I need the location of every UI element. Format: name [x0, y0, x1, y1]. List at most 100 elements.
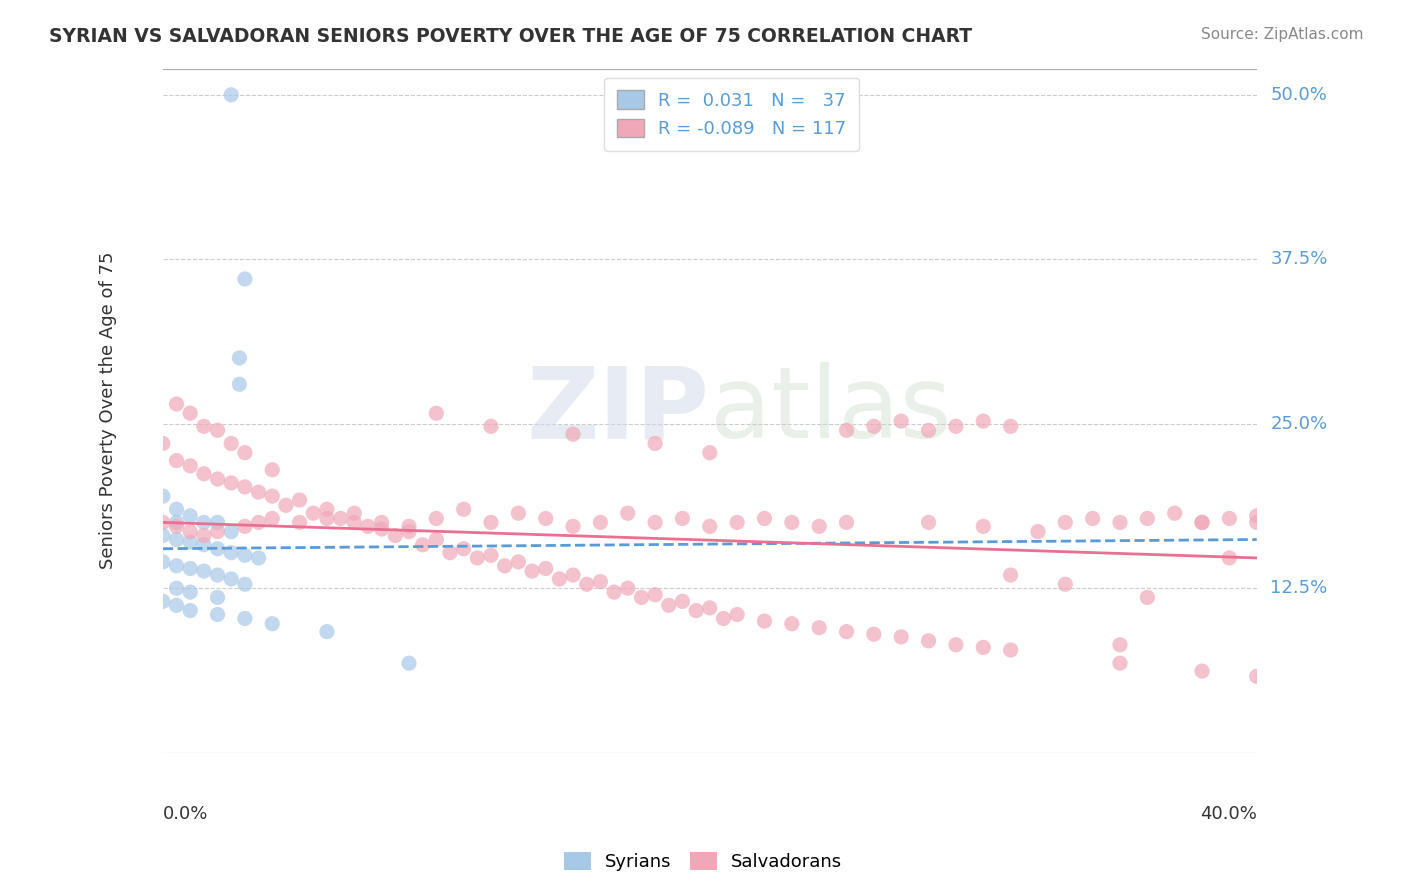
Point	[1081, 511, 1104, 525]
Point	[453, 541, 475, 556]
Point	[233, 445, 256, 459]
Point	[1218, 511, 1240, 525]
Point	[671, 594, 693, 608]
Point	[1000, 419, 1022, 434]
Point	[262, 511, 284, 525]
Point	[1026, 524, 1049, 539]
Point	[233, 272, 256, 286]
Point	[166, 519, 188, 533]
Point	[603, 585, 626, 599]
Point	[425, 406, 447, 420]
Legend: R =  0.031   N =   37, R = -0.089   N = 117: R = 0.031 N = 37, R = -0.089 N = 117	[605, 78, 859, 151]
Point	[1054, 516, 1077, 530]
Point	[274, 498, 297, 512]
Point	[247, 550, 270, 565]
Point	[288, 493, 311, 508]
Point	[193, 516, 215, 530]
Point	[398, 519, 420, 533]
Point	[370, 516, 392, 530]
Point	[357, 519, 380, 533]
Point	[589, 516, 612, 530]
Point	[534, 561, 557, 575]
Text: 40.0%: 40.0%	[1199, 805, 1257, 823]
Point	[152, 555, 174, 569]
Point	[207, 472, 229, 486]
Point	[370, 522, 392, 536]
Point	[179, 603, 201, 617]
Point	[219, 524, 242, 539]
Point	[152, 516, 174, 530]
Point	[219, 87, 242, 102]
Point	[228, 377, 250, 392]
Point	[917, 516, 939, 530]
Point	[219, 546, 242, 560]
Point	[863, 419, 886, 434]
Point	[207, 568, 229, 582]
Point	[316, 502, 339, 516]
Point	[562, 427, 585, 442]
Point	[589, 574, 612, 589]
Point	[1109, 638, 1132, 652]
Point	[425, 511, 447, 525]
Point	[193, 419, 215, 434]
Point	[152, 594, 174, 608]
Point	[863, 627, 886, 641]
Point	[808, 621, 831, 635]
Point	[562, 568, 585, 582]
Point	[166, 502, 188, 516]
Point	[644, 588, 666, 602]
Point	[316, 511, 339, 525]
Point	[179, 585, 201, 599]
Point	[1191, 516, 1213, 530]
Point	[479, 549, 502, 563]
Point	[219, 572, 242, 586]
Point	[972, 414, 994, 428]
Point	[972, 519, 994, 533]
Point	[207, 607, 229, 622]
Point	[193, 564, 215, 578]
Point	[166, 516, 188, 530]
Point	[890, 630, 912, 644]
Point	[685, 603, 707, 617]
Point	[725, 607, 748, 622]
Point	[562, 519, 585, 533]
Point	[193, 467, 215, 481]
Point	[835, 423, 858, 437]
Point	[780, 516, 803, 530]
Point	[808, 519, 831, 533]
Text: SYRIAN VS SALVADORAN SENIORS POVERTY OVER THE AGE OF 75 CORRELATION CHART: SYRIAN VS SALVADORAN SENIORS POVERTY OVE…	[49, 27, 973, 45]
Point	[329, 511, 352, 525]
Text: Seniors Poverty Over the Age of 75: Seniors Poverty Over the Age of 75	[100, 252, 117, 569]
Point	[233, 577, 256, 591]
Point	[890, 414, 912, 428]
Point	[179, 524, 201, 539]
Point	[630, 591, 652, 605]
Point	[754, 511, 776, 525]
Legend: Syrians, Salvadorans: Syrians, Salvadorans	[557, 845, 849, 879]
Point	[179, 458, 201, 473]
Point	[193, 538, 215, 552]
Point	[207, 591, 229, 605]
Point	[343, 506, 366, 520]
Point	[453, 502, 475, 516]
Point	[179, 535, 201, 549]
Point	[233, 611, 256, 625]
Text: 25.0%: 25.0%	[1271, 415, 1327, 433]
Point	[548, 572, 571, 586]
Point	[479, 419, 502, 434]
Point	[534, 511, 557, 525]
Point	[152, 489, 174, 503]
Point	[616, 581, 638, 595]
Point	[520, 564, 543, 578]
Point	[179, 561, 201, 575]
Point	[179, 508, 201, 523]
Point	[262, 489, 284, 503]
Text: 37.5%: 37.5%	[1271, 251, 1327, 268]
Point	[179, 406, 201, 420]
Point	[616, 506, 638, 520]
Point	[754, 614, 776, 628]
Text: atlas: atlas	[710, 362, 952, 459]
Point	[166, 533, 188, 547]
Point	[508, 506, 530, 520]
Point	[425, 533, 447, 547]
